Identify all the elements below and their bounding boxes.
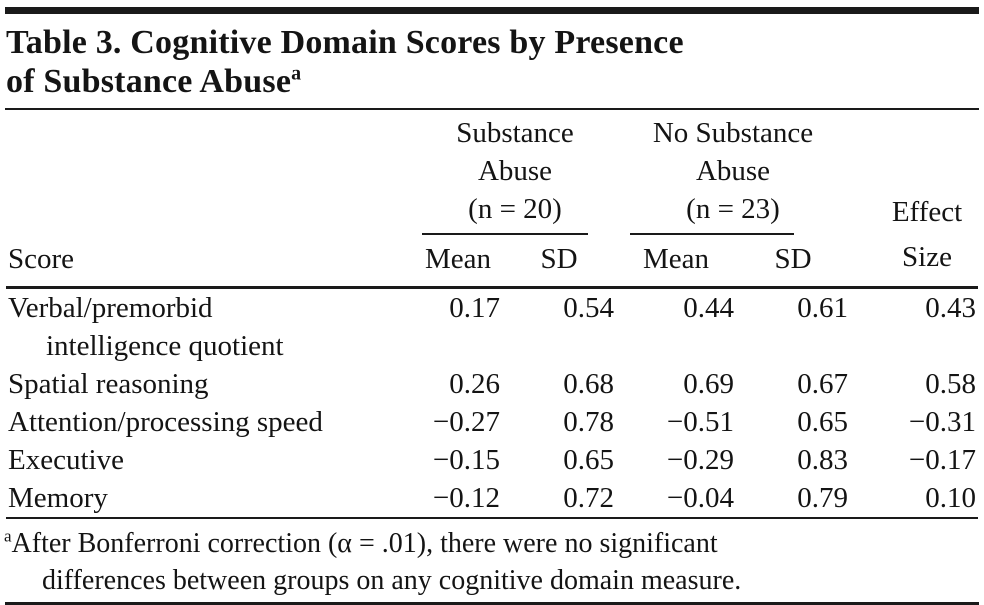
- effect-header-line2: Size: [902, 241, 952, 273]
- cognitive-domain-scores-table: Score Substance Abuse (n = 20) No Substa…: [6, 110, 978, 519]
- cell-nsa-mean: −0.04: [666, 482, 734, 514]
- cell-sa-mean: 0.17: [449, 292, 500, 324]
- bottom-heavy-rule: [5, 602, 979, 605]
- row-label: Verbal/premorbid intelligence quotient: [6, 288, 414, 366]
- cell-sa-mean: −0.15: [432, 444, 500, 476]
- group2-name-line1: No Substance: [652, 117, 814, 149]
- group-header-substance-abuse: Substance Abuse (n = 20): [414, 110, 616, 235]
- row-label-line2: intelligence quotient: [46, 330, 284, 362]
- cell-sa-sd: 0.72: [563, 482, 614, 514]
- table-row-attention-processing-speed: Attention/processing speed −0.27 0.78 −0…: [6, 403, 978, 441]
- subheader-group1-mean: Mean: [424, 243, 492, 275]
- subheader-group2-mean: Mean: [642, 243, 710, 275]
- cell-sa-sd: 0.54: [563, 292, 614, 324]
- cell-nsa-sd: 0.83: [797, 444, 848, 476]
- cell-nsa-sd: 0.61: [797, 292, 848, 324]
- row-label: Memory: [8, 482, 108, 514]
- table-row-spatial-reasoning: Spatial reasoning 0.26 0.68 0.69 0.67 0.…: [6, 365, 978, 403]
- cell-nsa-mean: 0.69: [683, 368, 734, 400]
- title-separator-rule: [5, 108, 979, 110]
- table-title-footnote-marker: a: [291, 62, 302, 85]
- group1-spanner-rule: [422, 233, 588, 235]
- group-header-row: Score Substance Abuse (n = 20) No Substa…: [6, 110, 978, 275]
- footnote-marker: a: [4, 526, 12, 546]
- table-footnote: aAfter Bonferroni correction (α = .01), …: [4, 525, 979, 599]
- cell-effect-size: 0.10: [925, 482, 976, 514]
- table-title: Table 3. Cognitive Domain Scores by Pres…: [6, 23, 984, 101]
- cell-sa-mean: −0.12: [432, 482, 500, 514]
- subheader-group2-sd: SD: [774, 243, 812, 275]
- table-row-executive: Executive −0.15 0.65 −0.29 0.83 −0.17: [6, 441, 978, 479]
- cell-nsa-mean: −0.29: [666, 444, 734, 476]
- cell-nsa-sd: 0.65: [797, 406, 848, 438]
- cell-nsa-mean: 0.44: [683, 292, 734, 324]
- effect-size-column-header: Effect Size: [850, 110, 978, 288]
- group2-spanner-rule: [630, 233, 794, 235]
- score-column-header: Score: [8, 243, 75, 275]
- group-header-no-substance-abuse: No Substance Abuse (n = 23): [616, 110, 850, 235]
- footnote-line2: differences between groups on any cognit…: [42, 565, 742, 596]
- row-label: Executive: [8, 444, 124, 476]
- subheader-row: Mean SD Mean SD: [6, 235, 978, 288]
- group1-name-line1: Substance: [456, 117, 574, 149]
- group1-n-label: (n = 20): [468, 193, 562, 225]
- cell-sa-mean: 0.26: [449, 368, 500, 400]
- row-label: Attention/processing speed: [8, 406, 323, 438]
- row-label: Spatial reasoning: [8, 368, 209, 400]
- cell-nsa-sd: 0.79: [797, 482, 848, 514]
- group1-name-line2: Abuse: [477, 155, 553, 187]
- top-heavy-rule: [5, 7, 979, 14]
- cell-sa-sd: 0.68: [563, 368, 614, 400]
- table-body: Verbal/premorbid intelligence quotient 0.…: [6, 288, 978, 518]
- group2-n-label: (n = 23): [686, 193, 780, 225]
- subheader-group1-sd: SD: [540, 243, 578, 275]
- cell-sa-sd: 0.78: [563, 406, 614, 438]
- table-row-memory: Memory −0.12 0.72 −0.04 0.79 0.10: [6, 479, 978, 518]
- group2-name-line2: Abuse: [695, 155, 771, 187]
- cell-sa-mean: −0.27: [432, 406, 500, 438]
- cell-nsa-mean: −0.51: [666, 406, 734, 438]
- footnote-line1: After Bonferroni correction (α = .01), t…: [11, 528, 718, 559]
- cell-effect-size: −0.31: [908, 406, 976, 438]
- table-title-line2: of Substance Abuse: [6, 63, 292, 100]
- cell-sa-sd: 0.65: [563, 444, 614, 476]
- table-row-verbal-premorbid-iq: Verbal/premorbid intelligence quotient 0.…: [6, 288, 978, 366]
- table-title-line1: Table 3. Cognitive Domain Scores by Pres…: [6, 24, 684, 61]
- cell-effect-size: −0.17: [908, 444, 976, 476]
- cell-effect-size: 0.43: [925, 292, 976, 324]
- cell-effect-size: 0.58: [925, 368, 976, 400]
- effect-header-line1: Effect: [891, 196, 963, 228]
- cell-nsa-sd: 0.67: [797, 368, 848, 400]
- table-header: Score Substance Abuse (n = 20) No Substa…: [6, 110, 978, 288]
